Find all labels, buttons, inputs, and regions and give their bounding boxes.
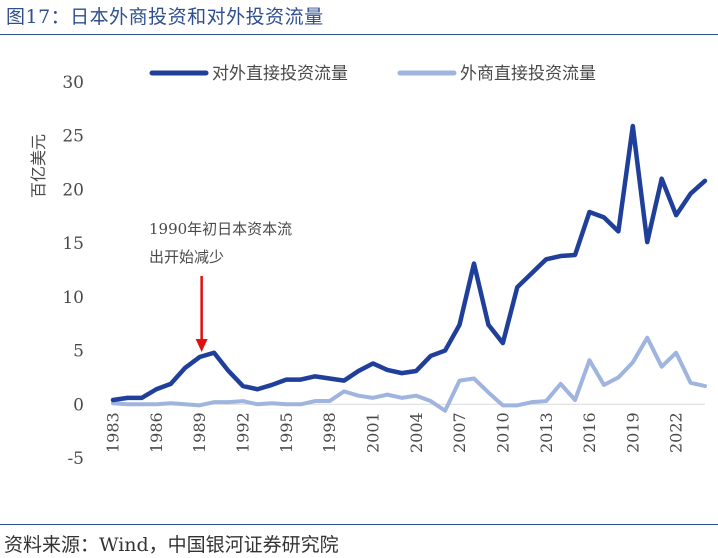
- annotation-line-2: 出开始减少: [149, 248, 224, 266]
- x-tick-label: 2010: [493, 412, 512, 453]
- x-tick-label: 1983: [104, 412, 123, 453]
- bottom-rule: [0, 524, 718, 525]
- x-tick-label: 2019: [623, 412, 642, 453]
- y-axis-label: 百亿美元: [29, 134, 48, 198]
- x-tick-label: 2007: [450, 412, 469, 453]
- y-tick-label: 30: [62, 73, 84, 93]
- x-tick-label: 1992: [234, 412, 253, 453]
- source-note: 资料来源：Wind，中国银河证券研究院: [4, 534, 339, 556]
- annotation: 1990年初日本资本流 出开始减少: [149, 220, 292, 352]
- y-tick-label: 0: [73, 395, 84, 415]
- line-chart: 对外直接投资流量 外商直接投资流量 百亿美元 30 25 20 15 10 5 0 -5 19…: [29, 64, 708, 469]
- x-tick-label: 1989: [190, 412, 209, 453]
- x-tick-label: 2016: [580, 412, 599, 453]
- annotation-line-1: 1990年初日本资本流: [149, 220, 292, 238]
- annotation-arrow-head: [195, 338, 208, 352]
- x-tick-label: 1998: [320, 412, 339, 453]
- y-tick-label: 25: [62, 127, 84, 147]
- x-tick-label: 1995: [277, 412, 296, 453]
- legend-label-outward: 对外直接投资流量: [212, 64, 348, 84]
- y-tick-label: -5: [67, 449, 84, 469]
- series-line-outward: [110, 123, 708, 403]
- series-line-inward: [111, 335, 707, 413]
- x-tick-label: 1986: [147, 412, 166, 453]
- x-tick-label: 2022: [667, 412, 686, 453]
- x-tick-label: 2001: [364, 412, 383, 453]
- legend-label-inward: 外商直接投资流量: [460, 64, 596, 84]
- y-tick-label: 10: [62, 288, 84, 308]
- x-ticks: 1983 1986 1989 1992 1995 1998 2001 2004 2007 2010…: [104, 412, 686, 453]
- top-rule: [0, 34, 718, 35]
- y-tick-label: 15: [62, 234, 84, 254]
- figure-title: 图17：日本外商投资和对外投资流量: [6, 6, 324, 28]
- y-tick-label: 5: [73, 342, 84, 362]
- x-tick-label: 2013: [537, 412, 556, 453]
- x-tick-label: 2004: [407, 412, 426, 453]
- series-layer: [110, 123, 708, 413]
- y-tick-label: 20: [62, 180, 84, 200]
- legend: 对外直接投资流量 外商直接投资流量: [149, 64, 596, 84]
- y-ticks: 30 25 20 15 10 5 0 -5: [62, 73, 84, 469]
